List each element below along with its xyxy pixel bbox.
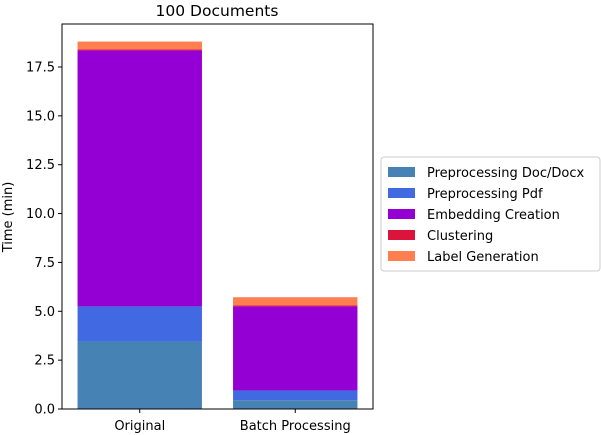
bar-segment-5-1 [77, 41, 202, 50]
chart-title: 100 Documents [156, 2, 279, 20]
y-tick-label: 12.5 [26, 158, 55, 173]
y-tick-label: 2.5 [34, 354, 55, 369]
bar-segment-5-2 [233, 297, 358, 306]
y-tick-label: 7.5 [34, 256, 55, 271]
x-tick-label: Batch Processing [240, 419, 351, 434]
legend-frame [380, 156, 601, 272]
legend-label-5: Label Generation [427, 250, 539, 265]
x-tick-label: Original [114, 419, 165, 434]
bar-segment-1-1 [77, 341, 202, 409]
legend-swatch-2 [388, 188, 415, 198]
y-tick-label: 17.5 [26, 60, 55, 75]
legend-label-2: Preprocessing Pdf [427, 187, 543, 202]
bars-layer [77, 41, 358, 409]
legend-swatch-1 [388, 167, 415, 177]
legend-swatch-4 [388, 230, 415, 240]
y-tick-label: 5.0 [34, 305, 55, 320]
y-axis-label: Time (min) [1, 182, 16, 254]
bar-segment-2-2 [233, 390, 358, 401]
legend-label-1: Preprocessing Doc/Docx [427, 166, 584, 181]
legend-label-4: Clustering [427, 229, 493, 244]
bar-segment-4-1 [77, 49, 202, 51]
legend-swatch-5 [388, 251, 415, 261]
plot-frame [61, 23, 374, 410]
legend: Preprocessing Doc/Docx Preprocessing Pdf E… [380, 156, 601, 272]
bar-segment-3-1 [77, 50, 202, 307]
legend-label-3: Embedding Creation [427, 208, 560, 223]
bar-segment-4-2 [233, 305, 358, 307]
legend-swatch-3 [388, 209, 415, 219]
y-tick-label: 10.0 [26, 207, 55, 222]
bar-segment-1-2 [233, 400, 358, 409]
x-axis: Original Batch Processing [114, 409, 351, 434]
bar-segment-3-2 [233, 306, 358, 391]
y-tick-label: 15.0 [26, 109, 55, 124]
y-tick-label: 0.0 [34, 403, 55, 418]
bar-segment-2-1 [77, 306, 202, 342]
y-axis: 0.0 2.5 5.0 7.5 10.0 12.5 15.0 17.5 [26, 60, 62, 418]
